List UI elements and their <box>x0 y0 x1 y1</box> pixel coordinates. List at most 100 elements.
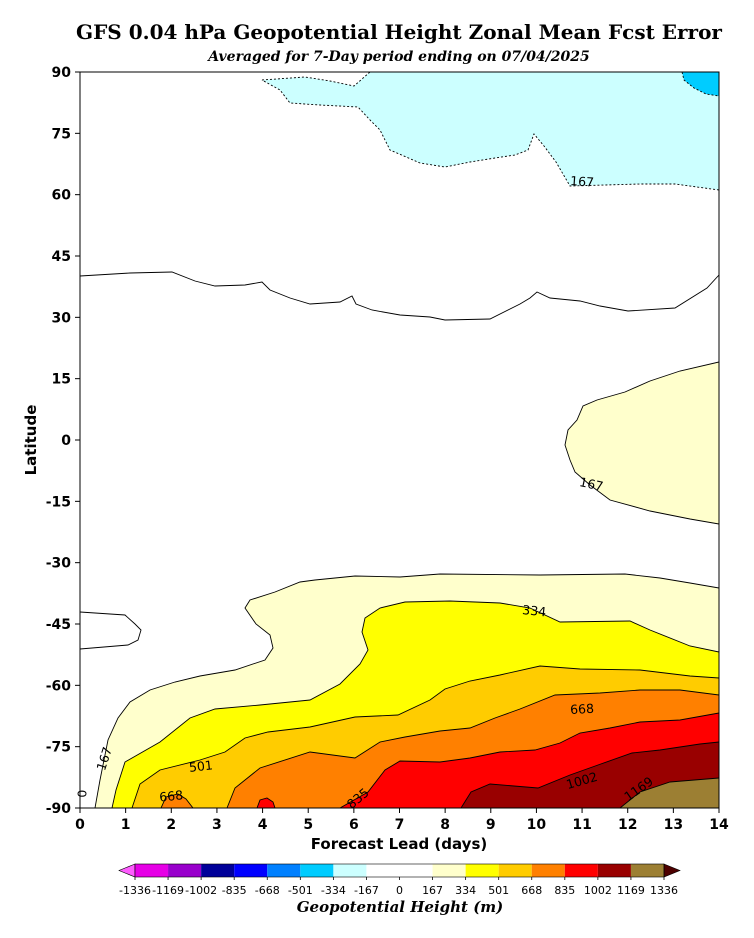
colorbar-swatch <box>399 864 433 877</box>
colorbar-swatch <box>366 864 400 877</box>
colorbar-swatch <box>564 864 598 877</box>
colorbar: -1336 -1169 -1002 -835 -668 -501 -334 -167 0 167 3… <box>118 863 681 897</box>
contour-line-668 <box>226 689 719 808</box>
colorbar-over-arrow <box>663 863 681 878</box>
region-167-equatorial <box>565 362 719 524</box>
colorbar-swatch <box>432 864 466 877</box>
y-tick-label: 60 <box>52 188 72 204</box>
colorbar-tick-label: 1336 <box>650 884 678 897</box>
region-1169 <box>620 778 719 808</box>
contour-line-167-equatorial <box>564 361 719 525</box>
contour-line-501 <box>131 665 719 808</box>
chart-title: GFS 0.04 hPa Geopotential Height Zonal M… <box>76 20 722 44</box>
contour-line-neg167-b <box>261 79 719 191</box>
colorbar-tick-label: 334 <box>455 884 476 897</box>
colorbar-tick-label: 668 <box>521 884 542 897</box>
region-neg167-top <box>262 72 719 190</box>
x-tick-label: 10 <box>527 817 547 833</box>
x-tick-label: 2 <box>166 817 176 833</box>
y-tick-label: -75 <box>46 740 71 756</box>
y-tick-label: -30 <box>46 556 72 572</box>
contour-label-3: 668 <box>570 701 595 717</box>
x-tick-label: 0 <box>75 817 85 833</box>
contour-line-668-blob <box>160 793 194 808</box>
y-tick-label: 90 <box>52 65 72 81</box>
y-axis-label: Latitude <box>22 405 40 476</box>
colorbar-swatch <box>234 864 268 877</box>
colorbar-tick-label: 1002 <box>584 884 612 897</box>
contour-label-1: 167 <box>578 474 604 494</box>
contour-label-10: 0 <box>75 790 90 798</box>
colorbar-tick-label: -1336 <box>119 884 151 897</box>
contour-line-neg334 <box>681 72 719 97</box>
colorbar-tick-label: 1169 <box>617 884 645 897</box>
x-tick-label: 9 <box>486 817 496 833</box>
x-tick-label: 12 <box>618 817 637 833</box>
contour-label-2: 334 <box>522 602 547 619</box>
x-tick-label: 1 <box>121 817 131 833</box>
colorbar-swatch <box>300 864 334 877</box>
colorbar-tick-label: -1002 <box>185 884 217 897</box>
region-neg334-corner <box>682 72 719 96</box>
colorbar-tick-label: -1169 <box>152 884 184 897</box>
contour-label-4: 501 <box>188 757 213 774</box>
contour-line-neg167 <box>261 72 371 87</box>
colorbar-swatch <box>630 864 664 877</box>
x-tick-label: 13 <box>664 817 683 833</box>
y-tick-label: 45 <box>52 249 71 265</box>
colorbar-swatch <box>267 864 301 877</box>
y-tick-label: -60 <box>46 678 72 694</box>
y-tick-label: 15 <box>52 372 71 388</box>
x-tick-label: 8 <box>440 817 450 833</box>
x-tick-label: 4 <box>258 817 268 833</box>
x-tick-label: 3 <box>212 817 222 833</box>
colorbar-tick-label: -835 <box>222 884 247 897</box>
contour-line-0-north <box>80 271 719 321</box>
x-tick-label: 6 <box>349 817 359 833</box>
contour-line-835-blob <box>256 797 276 808</box>
y-tick-label: -45 <box>46 617 71 633</box>
contour-line-167-south <box>94 573 719 808</box>
colorbar-swatch <box>201 864 235 877</box>
x-tick-label: 14 <box>709 817 729 833</box>
contour-line-334 <box>111 600 719 808</box>
y-axis: 90 75 60 45 30 15 0 -15 -30 -45 -60 -75 -90 <box>46 65 80 817</box>
colorbar-tick-label: 835 <box>554 884 575 897</box>
contour-line-1002 <box>460 741 719 808</box>
colorbar-label: Geopotential Height (m) <box>297 898 504 916</box>
contour-line-0-south <box>80 611 142 650</box>
colorbar-swatch <box>597 864 631 877</box>
region-668-blob <box>161 794 193 808</box>
colorbar-tick-label: -334 <box>321 884 346 897</box>
y-tick-label: 75 <box>52 126 71 142</box>
contour-label-9: 167 <box>93 745 115 772</box>
colorbar-tick-label: 167 <box>422 884 443 897</box>
x-tick-label: 5 <box>303 817 313 833</box>
contour-fills <box>95 72 719 808</box>
colorbar-swatch <box>333 864 367 877</box>
contour-label-5: 668 <box>159 787 184 804</box>
x-tick-label: 11 <box>572 817 591 833</box>
y-tick-label: 0 <box>61 433 71 449</box>
colorbar-tick-label: -167 <box>354 884 379 897</box>
colorbar-tick-label: -668 <box>255 884 280 897</box>
colorbar-tick-label: 501 <box>488 884 509 897</box>
colorbar-swatch <box>135 864 169 877</box>
contour-line-1169 <box>619 777 719 808</box>
contour-line-835 <box>339 712 719 808</box>
y-tick-label: -90 <box>46 801 72 817</box>
contour-lines <box>80 72 719 808</box>
colorbar-swatch <box>465 864 499 877</box>
chart-subtitle: Averaged for 7-Day period ending on 07/0… <box>208 49 590 65</box>
y-tick-label: -15 <box>46 494 71 510</box>
colorbar-swatch <box>498 864 532 877</box>
contour-label-0: 167 <box>570 173 595 190</box>
y-tick-label: 30 <box>52 310 72 326</box>
colorbar-tick-label: 0 <box>396 884 403 897</box>
colorbar-swatch <box>168 864 202 877</box>
colorbar-tick-label: -501 <box>288 884 313 897</box>
colorbar-under-arrow <box>118 863 136 878</box>
x-tick-label: 7 <box>395 817 405 833</box>
x-axis-label: Forecast Lead (days) <box>311 835 487 853</box>
